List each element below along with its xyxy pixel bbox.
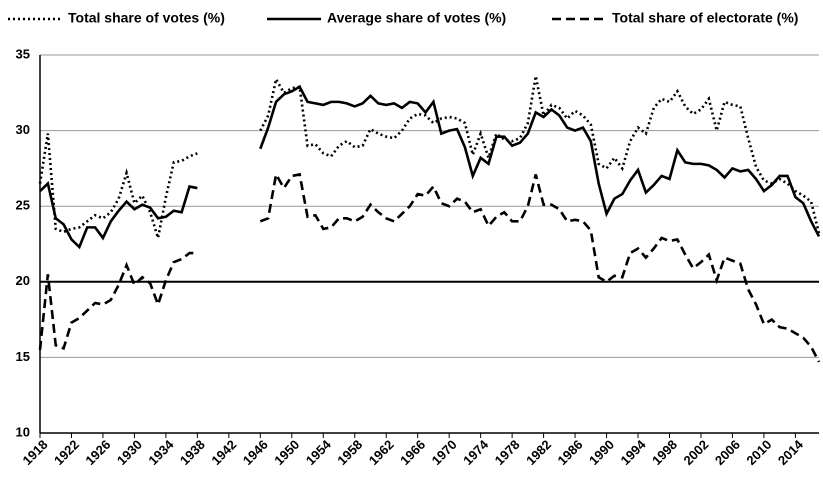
- x-tick-label: 1970: [429, 437, 460, 468]
- x-tick-label: 1966: [397, 437, 428, 468]
- x-tick-label: 1946: [240, 437, 271, 468]
- x-tick-label: 1954: [303, 436, 335, 468]
- x-tick-label: 1998: [649, 437, 680, 468]
- x-tick-label: 1974: [460, 436, 492, 468]
- x-tick-label: 1982: [523, 437, 554, 468]
- x-tick-label: 1994: [618, 436, 650, 468]
- x-tick-label: 2014: [775, 436, 807, 468]
- x-tick-label: 2006: [712, 437, 743, 468]
- x-tick-label: 1950: [271, 437, 302, 468]
- x-tick-label: 1918: [19, 437, 50, 468]
- x-tick-label: 1958: [334, 437, 365, 468]
- x-tick-label: 1986: [555, 437, 586, 468]
- legend-label: Total share of votes (%): [68, 10, 225, 26]
- series-line: [38, 170, 821, 363]
- x-tick-label: 1938: [177, 437, 208, 468]
- x-tick-label: 1926: [82, 437, 113, 468]
- x-tick-label: 1978: [492, 437, 523, 468]
- x-tick-label: 1922: [51, 437, 82, 468]
- x-tick-label: 1934: [145, 436, 177, 468]
- y-tick-label: 15: [16, 349, 30, 364]
- x-tick-label: 2010: [743, 437, 774, 468]
- y-tick-label: 10: [16, 424, 30, 439]
- y-tick-label: 20: [16, 273, 30, 288]
- y-tick-label: 35: [16, 46, 30, 61]
- x-tick-label: 1962: [366, 437, 397, 468]
- legend-label: Average share of votes (%): [327, 10, 506, 26]
- x-tick-label: 1942: [208, 437, 239, 468]
- x-tick-label: 1990: [586, 437, 617, 468]
- series-line: [39, 84, 821, 250]
- x-tick-label: 1930: [114, 437, 145, 468]
- series-line: [38, 75, 821, 239]
- y-tick-label: 30: [16, 122, 30, 137]
- y-tick-label: 25: [16, 198, 30, 213]
- x-tick-label: 2002: [680, 437, 711, 468]
- legend-label: Total share of electorate (%): [612, 10, 798, 26]
